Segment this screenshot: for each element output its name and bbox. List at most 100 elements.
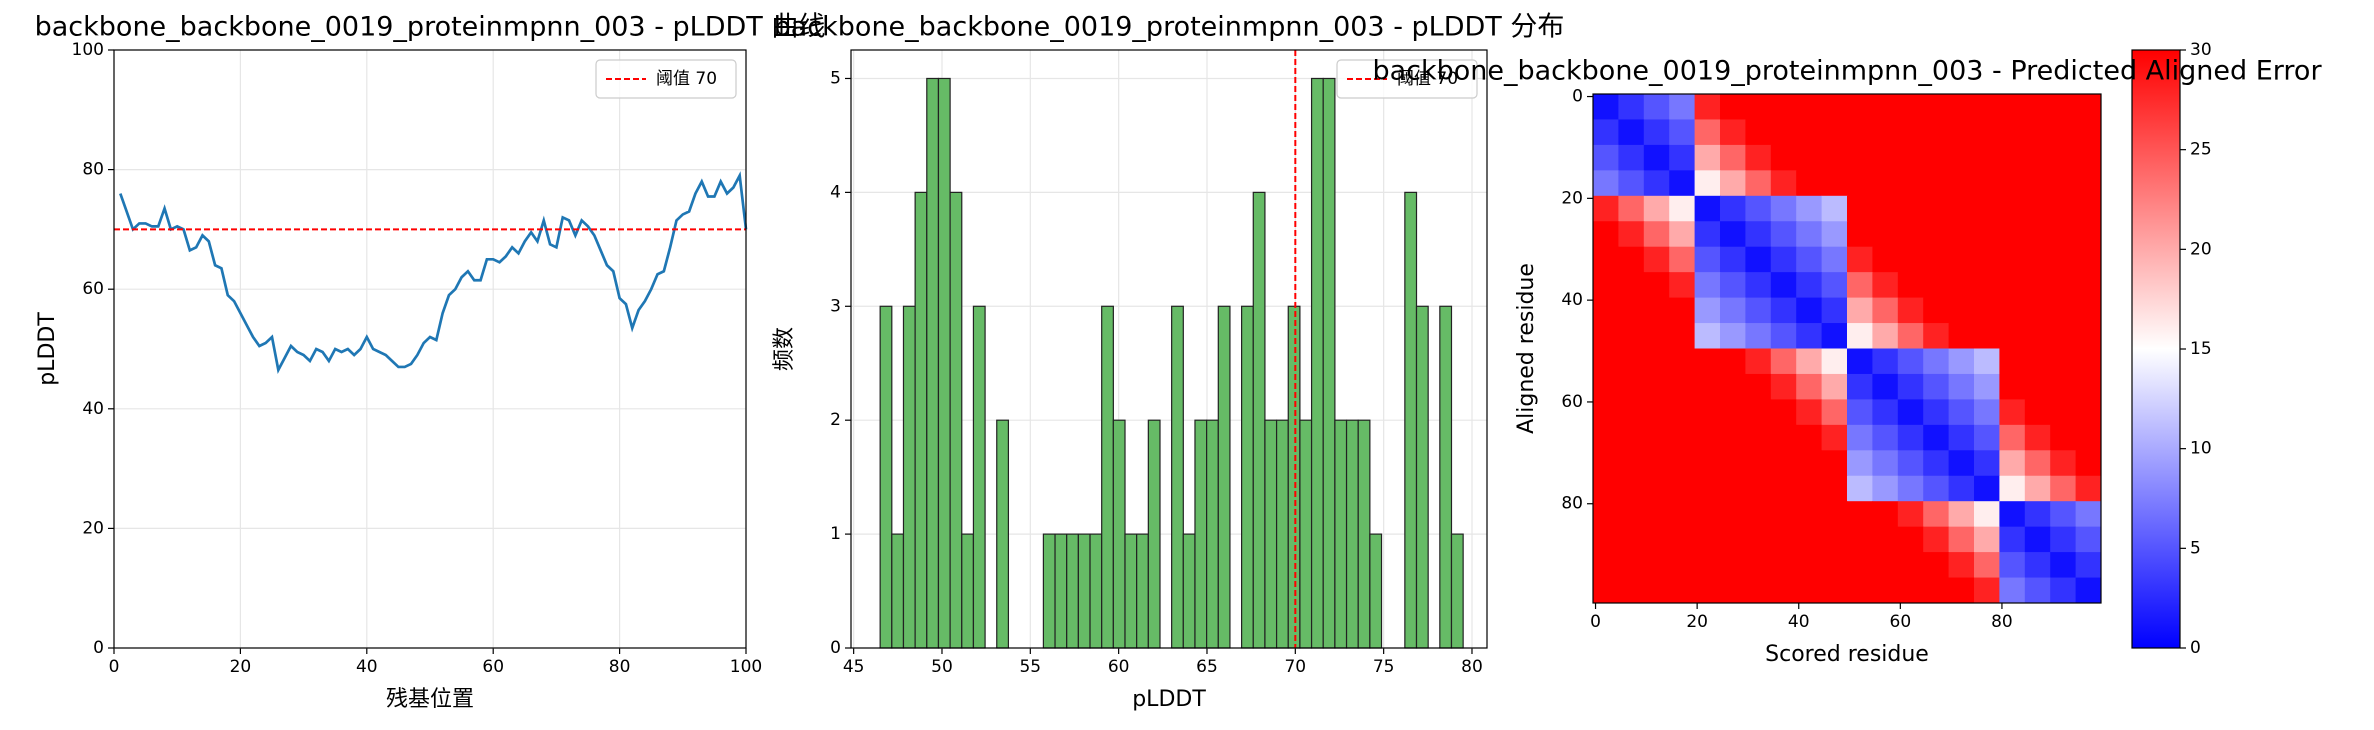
heatmap-cell [1669,272,1696,299]
heatmap-cell [2024,424,2051,451]
heatmap-cell [1720,323,1746,349]
legend-label: 阈值 70 [1397,69,1458,89]
heatmap-cell [1923,399,1950,426]
x-tick-label: 80 [1991,612,2013,632]
heatmap-cell [1694,323,1721,349]
x-tick-label: 100 [730,657,762,677]
heatmap-cell [1694,246,1721,273]
heatmap-cell [1872,272,1899,299]
y-tick-label: 3 [830,296,841,316]
heatmap-cell [1974,272,2000,299]
heatmap-cell [1669,450,1696,477]
heatmap-cell [1770,475,1797,502]
heatmap-cell [1720,272,1746,299]
heatmap-cell [1593,119,1619,146]
heatmap-cell [1669,246,1696,273]
heatmap-cell [1593,526,1619,553]
heatmap-cell [1974,373,2000,400]
heatmap-cell [1847,475,1873,502]
heatmap-cell [1770,348,1797,375]
heatmap-cell [1821,246,1848,273]
heatmap-cell [1974,475,2000,502]
heatmap-cell [1897,246,1924,273]
histogram-bar [1054,533,1068,649]
heatmap-cell [2075,552,2102,579]
heatmap-cell [1999,144,2026,171]
heatmap-cell [1999,272,2026,299]
heatmap-cell [1669,475,1696,502]
heatmap-cell [2050,373,2077,400]
heatmap-cell [1923,526,1950,553]
heatmap-cell [1618,577,1645,604]
colorbar-tick-label: 10 [2190,439,2212,459]
heatmap-cell [1974,450,2000,477]
heatmap-cell [1745,170,1772,197]
heatmap-cell [2024,552,2051,579]
heatmap-cell [1948,475,1975,502]
heatmap-cell [1593,501,1619,528]
heatmap-cell [1999,94,2026,120]
heatmap-cell [2075,246,2102,273]
heatmap-cell [1897,144,1924,171]
heatmap-cell [1745,348,1772,375]
subplot: 0 20 40 60 80 100 0 20 40 60 80 100 阈值 70 残基位置 pLDDT [35,40,762,712]
y-tick-label: 80 [1561,494,1583,514]
heatmap-cell [1593,144,1619,171]
heatmap-cell [1618,323,1645,349]
heatmap-cell [1948,144,1975,171]
y-tick-label: 80 [82,160,104,180]
heatmap-cell [1999,348,2026,375]
heatmap-cell [1821,272,1848,299]
heatmap-cell [1796,323,1823,349]
legend-label: 阈值 70 [656,69,717,89]
heatmap-cell [1872,323,1899,349]
heatmap-cell [1999,373,2026,400]
heatmap-cell [1948,424,1975,451]
heatmap-cell [2075,323,2102,349]
histogram-bar [1136,533,1149,649]
histogram-bar [1182,533,1196,649]
heatmap-cell [2024,246,2051,273]
heatmap-cell [1618,297,1645,324]
heatmap-cell [1847,221,1873,248]
heatmap-cell [1593,94,1619,120]
heatmap-cell [1872,552,1899,579]
heatmap-cell [2024,94,2051,120]
heatmap-cell [1847,170,1873,197]
heatmap-cell [1770,94,1797,120]
heatmap-cell [1796,297,1823,324]
heatmap-cell [1974,552,2000,579]
heatmap-cell [1974,577,2000,604]
heatmap-cell [1618,272,1645,299]
heatmap-cell [2024,221,2051,248]
heatmap-cell [2075,348,2102,375]
data-line [119,171,748,374]
histogram-bar [1345,419,1359,649]
heatmap-cell [1923,552,1950,579]
heatmap-cell [1974,297,2000,324]
heatmap-cell [1593,577,1619,604]
heatmap-cell [1770,577,1797,604]
histogram-bar [1415,305,1429,649]
heatmap-cell [1847,144,1873,171]
heatmap-cell [2050,552,2077,579]
heatmap-cell [1770,297,1797,324]
heatmap-cell [1897,577,1924,604]
heatmap-cell [1872,373,1899,400]
heatmap-cell [1720,94,1746,120]
heatmap-cell [1872,246,1899,273]
heatmap-cell [1948,577,1975,604]
heatmap-cell [2050,501,2077,528]
chart-title: backbone_backbone_0019_proteinmpnn_003 -… [1372,56,2322,87]
heatmap-cell [1821,399,1848,426]
heatmap-cell [1669,373,1696,400]
heatmap-cell [1948,552,1975,579]
heatmap-cell [1720,399,1746,426]
heatmap-cell [1872,195,1899,222]
heatmap-cell [1872,94,1899,120]
heatmap-cell [1669,577,1696,604]
heatmap-cell [1643,323,1670,349]
heatmap-cell [1847,119,1873,146]
histogram-bar [1241,305,1254,649]
heatmap-cell [1872,526,1899,553]
